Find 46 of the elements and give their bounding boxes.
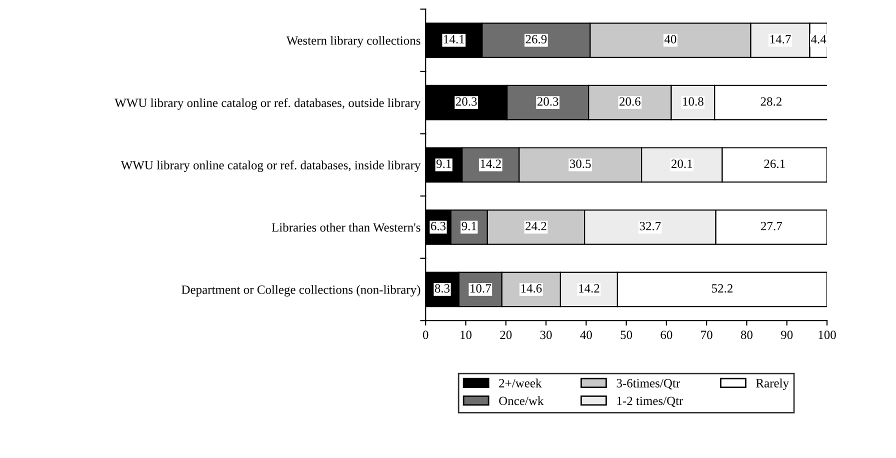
data-label: 14.2 — [579, 284, 600, 293]
legend-label: Once/wk — [499, 396, 544, 406]
y-tick-label: Department or College collections (non-library) — [182, 285, 420, 296]
x-tick-label: 50 — [620, 330, 632, 340]
data-label: 20.3 — [456, 97, 477, 106]
data-label: 52.2 — [712, 284, 732, 293]
x-tick-label: 10 — [460, 330, 472, 340]
data-label: 30.5 — [570, 160, 591, 168]
y-tick-label: Libraries other than Western's — [272, 222, 420, 232]
y-tick-label: Western library collections — [286, 36, 420, 48]
x-tick-label: 60 — [660, 330, 672, 340]
data-label: 24.2 — [526, 222, 546, 230]
data-label: 28.2 — [760, 97, 782, 106]
data-label: 14.7 — [770, 35, 791, 44]
x-tick-label: 0 — [422, 330, 428, 340]
legend-label: 1-2 times/Qtr — [617, 396, 684, 408]
x-tick-label: 20 — [500, 330, 512, 340]
data-label: 20.3 — [537, 97, 558, 106]
x-tick-label: 30 — [540, 330, 552, 340]
legend-label: 3-6times/Qtr — [616, 379, 680, 390]
data-label: 9.1 — [462, 222, 476, 230]
x-tick-label: 70 — [701, 330, 712, 340]
x-tick-label: 40 — [580, 330, 592, 340]
data-label: 10.8 — [683, 97, 704, 106]
data-label: 9.1 — [436, 160, 451, 168]
x-tick-label: 100 — [818, 330, 836, 340]
data-label: 8.3 — [434, 284, 450, 293]
data-label: 26.9 — [526, 35, 547, 44]
data-label: 6.3 — [430, 222, 446, 230]
y-tick-label: WWU library online catalog or ref. databases, outside library — [114, 98, 421, 110]
data-label: 26.1 — [764, 160, 785, 168]
x-tick-label: 80 — [740, 330, 752, 340]
data-label: 40 — [664, 34, 676, 44]
data-label: 10.7 — [470, 284, 491, 293]
data-label: 14.6 — [521, 284, 542, 293]
data-label: 27.7 — [761, 222, 782, 230]
y-tick-label: WWU library online catalog or ref. databases, inside library — [120, 160, 421, 172]
legend-label: Rarely — [756, 378, 789, 390]
data-label: 14.1 — [444, 35, 464, 44]
data-label: 32.7 — [640, 222, 661, 230]
x-tick-label: 90 — [781, 330, 793, 340]
data-label: 14.2 — [480, 160, 501, 168]
legend-label: 2+/week — [499, 378, 542, 388]
data-label: 20.1 — [672, 160, 692, 168]
data-label: 4.4 — [811, 35, 826, 44]
data-label: 20.6 — [620, 97, 640, 106]
